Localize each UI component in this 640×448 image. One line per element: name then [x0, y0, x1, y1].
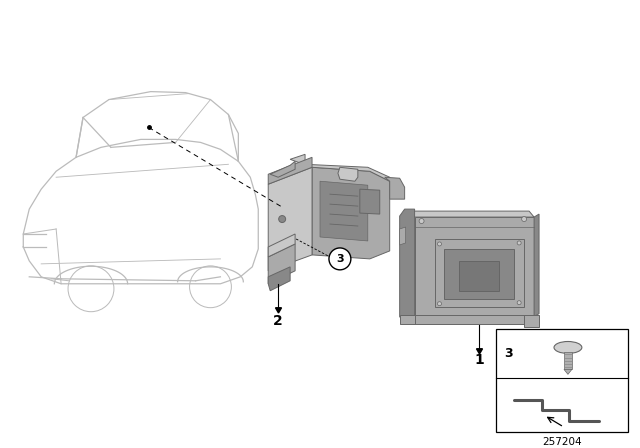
Polygon shape	[460, 261, 499, 291]
Bar	[496, 328, 628, 432]
Polygon shape	[410, 211, 534, 217]
Polygon shape	[415, 217, 534, 317]
Polygon shape	[338, 167, 358, 181]
Polygon shape	[399, 314, 415, 323]
Text: 2: 2	[273, 314, 283, 327]
Circle shape	[438, 242, 442, 246]
Polygon shape	[399, 227, 406, 245]
Circle shape	[438, 302, 442, 306]
Polygon shape	[268, 234, 295, 257]
Polygon shape	[270, 161, 295, 177]
Circle shape	[517, 301, 521, 305]
Polygon shape	[444, 249, 514, 299]
Text: 3: 3	[504, 347, 513, 360]
Polygon shape	[268, 157, 312, 184]
Circle shape	[522, 216, 527, 222]
Polygon shape	[524, 314, 539, 327]
Polygon shape	[268, 244, 295, 284]
Text: 3: 3	[336, 254, 344, 264]
Polygon shape	[413, 314, 539, 323]
Polygon shape	[360, 189, 380, 214]
Text: 257204: 257204	[542, 437, 582, 447]
Polygon shape	[385, 177, 404, 199]
Circle shape	[278, 215, 285, 223]
Circle shape	[517, 241, 521, 245]
Circle shape	[329, 248, 351, 270]
Ellipse shape	[554, 341, 582, 353]
Polygon shape	[312, 167, 390, 259]
Polygon shape	[534, 214, 539, 317]
Polygon shape	[564, 369, 572, 375]
Text: 1: 1	[474, 353, 484, 367]
Polygon shape	[435, 239, 524, 307]
Circle shape	[419, 219, 424, 224]
Polygon shape	[268, 267, 290, 291]
Polygon shape	[290, 154, 390, 181]
Bar	[564, 353, 572, 369]
Polygon shape	[320, 181, 368, 241]
Polygon shape	[268, 167, 312, 271]
Polygon shape	[399, 209, 415, 323]
